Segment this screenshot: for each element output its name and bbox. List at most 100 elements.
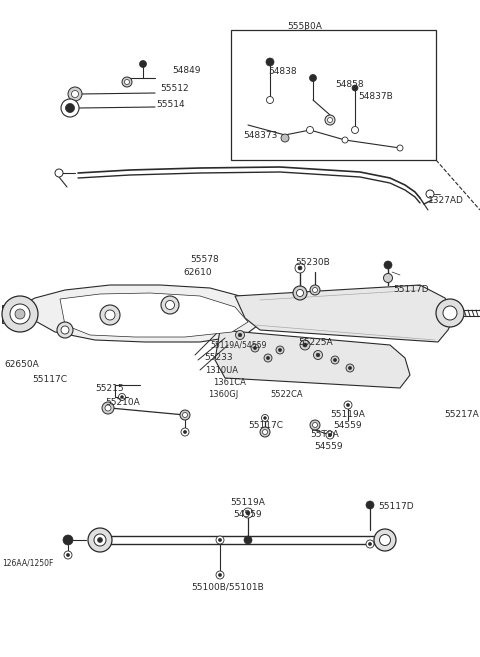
Circle shape <box>238 333 242 337</box>
Polygon shape <box>60 293 248 337</box>
Circle shape <box>346 364 354 372</box>
Text: 54559: 54559 <box>334 421 362 430</box>
Circle shape <box>342 137 348 143</box>
Circle shape <box>88 528 112 552</box>
Text: 1327AD: 1327AD <box>428 196 464 205</box>
Circle shape <box>182 413 188 417</box>
Circle shape <box>251 344 259 352</box>
Circle shape <box>278 348 282 351</box>
Circle shape <box>310 420 320 430</box>
Circle shape <box>264 417 266 419</box>
Circle shape <box>236 330 244 340</box>
Circle shape <box>161 296 179 314</box>
Text: 55210A: 55210A <box>105 398 140 407</box>
Circle shape <box>216 536 224 544</box>
Circle shape <box>316 353 320 357</box>
Circle shape <box>65 104 74 112</box>
Circle shape <box>347 403 349 407</box>
Circle shape <box>243 508 253 518</box>
Circle shape <box>366 501 374 509</box>
Circle shape <box>266 58 274 66</box>
Circle shape <box>263 430 267 434</box>
Circle shape <box>384 261 392 269</box>
Circle shape <box>334 359 336 361</box>
Text: 55215: 55215 <box>95 384 124 393</box>
Circle shape <box>120 396 123 398</box>
Circle shape <box>351 127 359 133</box>
Text: 55T9A: 55T9A <box>310 430 339 439</box>
Circle shape <box>348 367 351 370</box>
Circle shape <box>295 263 305 273</box>
Circle shape <box>328 434 332 437</box>
Circle shape <box>300 340 310 350</box>
Circle shape <box>105 405 111 411</box>
Circle shape <box>436 299 464 327</box>
Circle shape <box>312 422 317 428</box>
Circle shape <box>216 571 224 579</box>
Circle shape <box>140 60 146 68</box>
Circle shape <box>313 350 323 359</box>
Bar <box>2 305 17 323</box>
Circle shape <box>2 296 38 332</box>
Text: 55117C: 55117C <box>248 421 283 430</box>
Circle shape <box>55 169 63 177</box>
Text: 126AA/1250F: 126AA/1250F <box>2 558 54 567</box>
Circle shape <box>426 190 434 198</box>
Circle shape <box>97 537 103 543</box>
Circle shape <box>119 394 125 401</box>
Circle shape <box>15 309 25 319</box>
Circle shape <box>183 430 187 434</box>
Circle shape <box>310 74 316 81</box>
Circle shape <box>72 91 79 97</box>
Circle shape <box>397 145 403 151</box>
Text: 55578: 55578 <box>190 255 219 264</box>
Text: 1360GJ: 1360GJ <box>208 390 238 399</box>
Text: 55119A: 55119A <box>230 498 265 507</box>
Circle shape <box>61 326 69 334</box>
Circle shape <box>298 266 302 270</box>
Text: 54559: 54559 <box>234 510 262 519</box>
Circle shape <box>63 535 73 545</box>
Circle shape <box>325 115 335 125</box>
Circle shape <box>10 304 30 324</box>
Polygon shape <box>215 330 410 388</box>
Circle shape <box>266 356 270 359</box>
Text: 55233: 55233 <box>204 353 233 362</box>
Circle shape <box>64 551 72 559</box>
Text: 55530A: 55530A <box>288 22 323 31</box>
Circle shape <box>102 402 114 414</box>
Text: 55117C: 55117C <box>33 375 68 384</box>
Text: 55117D: 55117D <box>393 285 429 294</box>
Text: 62610: 62610 <box>183 268 212 277</box>
Circle shape <box>124 79 130 85</box>
Circle shape <box>310 285 320 295</box>
Circle shape <box>281 134 289 142</box>
Circle shape <box>61 99 79 117</box>
Circle shape <box>253 346 257 350</box>
Circle shape <box>266 97 274 104</box>
Circle shape <box>380 535 391 545</box>
Circle shape <box>94 534 106 546</box>
Circle shape <box>180 410 190 420</box>
Circle shape <box>312 288 317 292</box>
Circle shape <box>344 401 352 409</box>
Text: 55512: 55512 <box>160 84 189 93</box>
Circle shape <box>181 428 189 436</box>
Text: 55217A: 55217A <box>444 410 479 419</box>
Text: 55119A: 55119A <box>331 410 365 419</box>
Text: 54858: 54858 <box>335 80 364 89</box>
Circle shape <box>276 346 284 354</box>
Text: 55514: 55514 <box>156 100 185 109</box>
Circle shape <box>244 536 252 544</box>
Circle shape <box>443 306 457 320</box>
Circle shape <box>100 305 120 325</box>
Circle shape <box>57 322 73 338</box>
Text: 54849: 54849 <box>172 66 201 75</box>
Circle shape <box>326 431 334 439</box>
Circle shape <box>218 538 222 541</box>
Circle shape <box>66 553 70 556</box>
Circle shape <box>307 127 313 133</box>
Circle shape <box>293 286 307 300</box>
Text: 54837B: 54837B <box>358 92 393 101</box>
Circle shape <box>327 118 333 122</box>
